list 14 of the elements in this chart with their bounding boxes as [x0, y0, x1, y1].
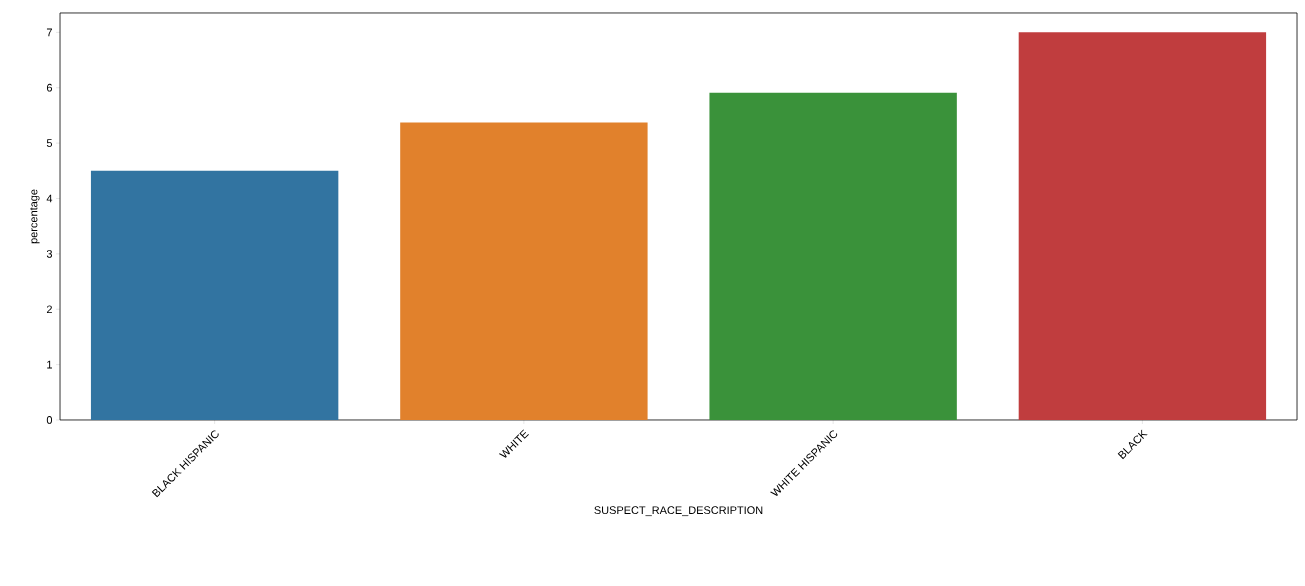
- y-tick-label: 4: [46, 194, 53, 203]
- y-tick-label: 7: [46, 28, 52, 37]
- bar: [1018, 32, 1267, 420]
- y-tick-label: 3: [46, 249, 53, 258]
- y-tick-label: 5: [46, 139, 53, 147]
- y-tick-label: 2: [46, 305, 52, 314]
- bar: [709, 92, 957, 420]
- y-axis-title: percentage: [30, 189, 40, 244]
- y-tick-label: 0: [46, 416, 53, 424]
- x-axis-title: SUSPECT_RACE_DESCRIPTION: [594, 506, 763, 517]
- y-tick-label: 6: [46, 83, 53, 92]
- bar: [400, 122, 648, 420]
- y-tick-label: 1: [47, 360, 52, 369]
- bar: [90, 170, 339, 420]
